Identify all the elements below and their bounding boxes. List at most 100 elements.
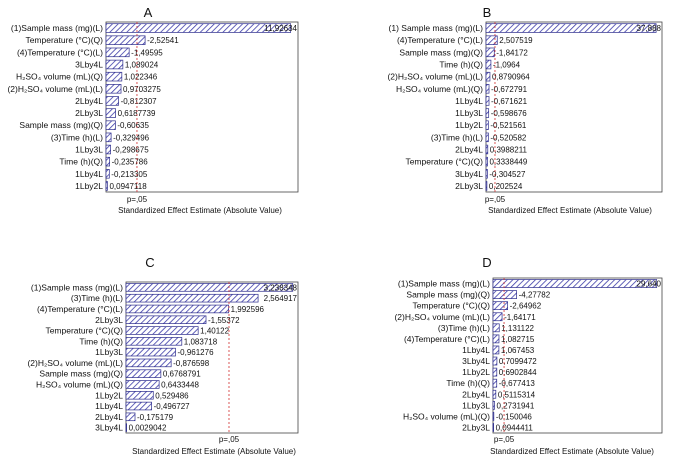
bar	[125, 304, 229, 314]
data-label: 1,067453	[501, 346, 535, 355]
category-label: (1)Sample mass (mg)(L)	[398, 279, 490, 289]
category-label: 1Lby2L	[75, 181, 103, 191]
data-label: -0,150046	[496, 412, 533, 421]
category-label: 2Lby4L	[95, 412, 123, 422]
data-label: -0,213305	[111, 170, 148, 179]
category-label: 2Lby3L	[455, 181, 483, 191]
bar	[485, 47, 495, 58]
data-label: -0,520582	[490, 133, 527, 142]
bar	[125, 326, 199, 335]
data-label: 2,507519	[499, 36, 533, 45]
bar	[492, 412, 495, 421]
data-label: -0,677413	[499, 379, 536, 388]
bar	[492, 290, 517, 299]
bar	[485, 35, 498, 45]
data-label: -1,64171	[504, 313, 536, 322]
bar	[492, 423, 494, 432]
data-label: 1,131122	[501, 324, 534, 333]
data-label: 0,9703275	[123, 85, 161, 94]
category-label: (3)Time (h)(L)	[438, 323, 490, 333]
panel-label: B	[483, 5, 492, 20]
bar	[485, 132, 489, 143]
data-label: 0,202524	[489, 182, 523, 191]
category-label: 1Lby3L	[455, 108, 483, 118]
data-label: 1,083718	[184, 337, 218, 346]
category-label: 1Lby2L	[95, 390, 123, 400]
bar	[105, 120, 116, 130]
chart-panel-a: A (1)Sample mass (mg)(L) 11,92634 Temperatu…	[7, 5, 299, 215]
data-label: -0,496727	[154, 402, 191, 411]
bar	[485, 144, 489, 155]
category-label: 1Lby4L	[462, 345, 490, 355]
bar	[485, 59, 492, 70]
bar	[105, 96, 119, 106]
bar	[125, 412, 136, 422]
bar	[492, 334, 500, 344]
reference-label: p=,05	[127, 195, 148, 204]
chart-panel-d: D (1)Sample mass (mg)(L) 29,640 Sample mass…	[394, 255, 663, 456]
data-label: 0,8790964	[492, 73, 530, 82]
category-label: 2Lby3L	[462, 422, 490, 432]
x-axis-label: Standardized Effect Estimate (Absolute V…	[488, 206, 652, 215]
reference-label: p=,05	[219, 435, 240, 444]
category-label: (2)H₂SO₄ volume (mL)(L)	[394, 312, 490, 322]
data-label: -0,812307	[121, 97, 158, 106]
bar	[485, 23, 657, 33]
bar	[105, 59, 124, 70]
bar	[492, 312, 503, 322]
data-label: 0,3988211	[490, 146, 528, 155]
bar	[485, 96, 490, 106]
plot-frame	[105, 21, 299, 193]
bar	[125, 347, 176, 357]
data-label: -0,961276	[178, 348, 215, 357]
category-label: Time (h)(Q)	[59, 157, 103, 167]
category-label: (3)Time (h)(L)	[51, 132, 103, 142]
category-label: 2Lby3L	[95, 315, 123, 325]
bar	[492, 356, 498, 366]
category-label: 2Lby4L	[462, 389, 490, 399]
data-label: -4,27782	[519, 291, 551, 300]
category-label: 3Lby4L	[75, 60, 103, 70]
category-label: (1)Sample mass (mg)(L)	[31, 282, 123, 292]
chart-panel-b: B (1) Sample mass (mg)(L) 37,888 (4)Tempera…	[387, 5, 663, 215]
category-label: H₂SO₄ volume (mL)(Q)	[16, 72, 103, 82]
panel-label: A	[144, 5, 153, 20]
data-label: -1,0964	[493, 61, 521, 70]
category-label: 1Lby2L	[455, 120, 483, 130]
data-label: 0,3338449	[489, 158, 527, 167]
data-label: 29,640	[637, 280, 662, 289]
category-label: Sample mass (mg)(Q)	[399, 47, 483, 57]
bar	[492, 378, 498, 388]
bar	[492, 301, 508, 311]
data-label: -0,298675	[113, 146, 150, 155]
bar	[485, 71, 491, 82]
category-label: 1Lby4L	[95, 401, 123, 411]
data-label: 1,022346	[124, 73, 158, 82]
plot-frame	[125, 281, 299, 434]
bar	[105, 71, 123, 82]
data-label: 1,40122	[200, 327, 229, 336]
bar	[492, 367, 498, 377]
category-label: 2Lby3L	[75, 108, 103, 118]
chart-panel-c: C (1)Sample mass (mg)(L) 3,238348 (3)Time (…	[27, 255, 299, 456]
data-label: -0,304527	[489, 170, 526, 179]
category-label: 3Lby4L	[95, 423, 123, 433]
data-label: 0,529486	[155, 391, 189, 400]
bar	[105, 181, 108, 191]
data-label: -2,64962	[510, 302, 542, 311]
data-label: -0,235786	[112, 158, 149, 167]
panel-label: D	[482, 255, 491, 270]
bar	[125, 380, 160, 389]
bar	[125, 423, 127, 432]
category-label: (1) Sample mass (mg)(L)	[389, 23, 484, 33]
data-label: 37,888	[637, 24, 662, 33]
data-label: -0,671621	[491, 97, 528, 106]
category-label: (2)H₂SO₄ volume (mL)(L)	[7, 84, 103, 94]
x-axis-label: Standardized Effect Estimate (Absolute V…	[490, 447, 654, 456]
data-label: -0,521561	[490, 121, 527, 130]
category-label: Sample mass (mg)(Q)	[19, 120, 103, 130]
category-label: 1Lby3L	[75, 145, 103, 155]
reference-label: p=,05	[485, 195, 506, 204]
category-label: 1Lby3L	[95, 347, 123, 357]
